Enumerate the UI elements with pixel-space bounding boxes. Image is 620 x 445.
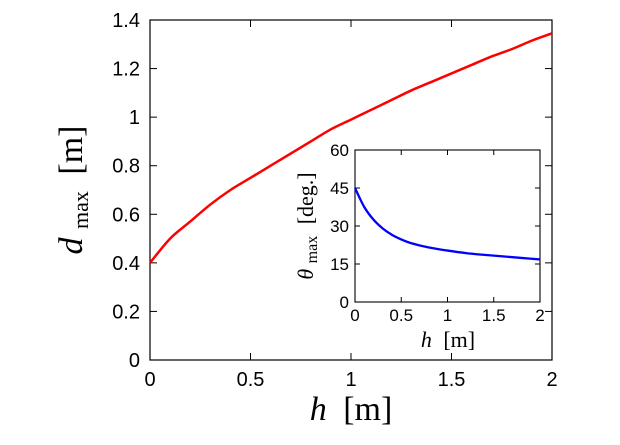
inset-x-tick-label: 1.5 [482,306,506,325]
inset-y-unit: [deg.] [293,172,318,224]
inset-y-sub: max [304,236,321,264]
inset-x-var: h [421,327,432,352]
inset-series-group [353,187,541,261]
inset-series-line-0 [353,187,541,261]
main-x-var: h [310,391,327,428]
main-x-axis-label: h [m] [310,391,393,428]
inset-x-ticks: 0 0.5 1 1.5 2 [350,150,545,325]
inset-y-tick-label: 15 [330,255,349,274]
inset-x-tick-label: 2 [535,306,544,325]
inset-y-ticks: 0 15 30 45 60 [330,141,540,312]
main-y-tick-label: 0.6 [112,204,140,226]
inset-y-tick-label: 0 [340,293,349,312]
main-x-tick-label: 1 [345,369,356,391]
main-y-ticks: 0 0.2 0.4 0.6 0.8 1 1.2 1.4 [112,10,552,372]
inset-plot-frame [354,149,541,303]
main-y-tick-label: 1 [129,107,140,129]
main-y-sub: max [68,191,93,229]
main-series-group [149,32,553,264]
main-x-unit: [m] [343,391,392,428]
inset-y-tick-label: 45 [330,179,349,198]
main-y-var: d [53,236,90,254]
main-y-unit: [m] [53,126,90,175]
main-x-tick-label: 0.5 [237,369,265,391]
main-y-tick-label: 0.8 [112,156,140,178]
main-y-tick-label: 1.2 [112,59,140,81]
main-y-tick-label: 0.4 [112,253,140,275]
inset-x-unit: [m] [443,327,475,352]
main-y-tick-label: 0 [129,350,140,372]
main-x-ticks: 0 0.5 1 1.5 2 [144,20,558,391]
inset-y-tick-label: 60 [330,141,349,160]
inset-x-tick-label: 1 [443,306,452,325]
main-y-axis-label: d max [m] [53,126,96,255]
main-x-tick-label: 2 [546,369,557,391]
inset-x-tick-label: 0.5 [389,306,413,325]
main-x-tick-label: 0 [144,369,155,391]
main-series-line-0 [149,32,553,264]
inset-y-var: θ [293,269,318,280]
main-y-tick-label: 1.4 [112,10,140,32]
main-y-tick-label: 0.2 [112,301,140,323]
inset-y-axis-label: θ max [deg.] [293,172,322,279]
inset-y-tick-label: 30 [330,217,349,236]
main-x-tick-label: 1.5 [438,369,466,391]
inset-x-axis-label: h [m] [421,327,475,352]
inset-x-tick-label: 0 [350,306,359,325]
